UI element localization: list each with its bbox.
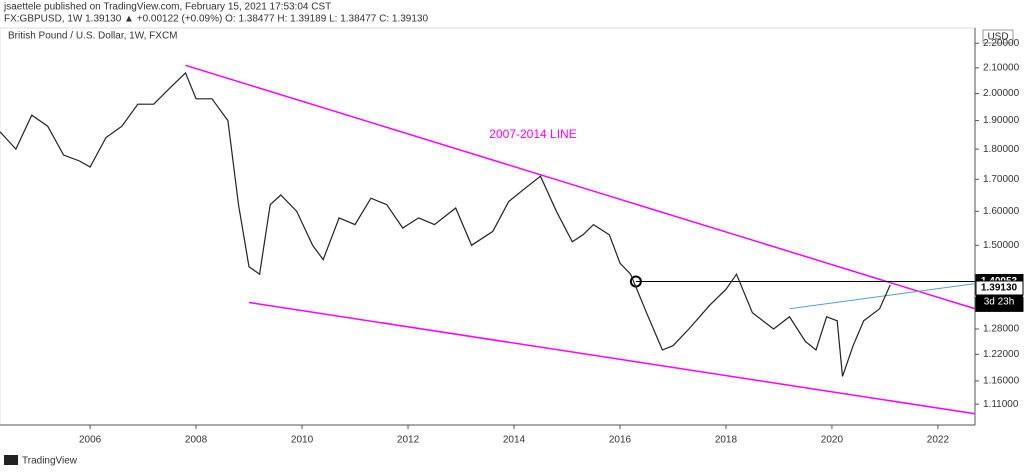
price-label: 1.39130	[981, 283, 1018, 294]
trendline	[185, 64, 976, 310]
y-tick-label: 1.60000	[983, 206, 1020, 217]
annotation: 2007-2014 LINE	[489, 127, 576, 141]
x-tick-label: 2020	[821, 435, 844, 446]
brand: TradingView	[22, 456, 78, 467]
price-line	[0, 71, 891, 377]
publisher: jsaettele published on TradingView.com, …	[3, 2, 331, 13]
x-tick-label: 2010	[291, 435, 314, 446]
x-tick-label: 2006	[79, 435, 102, 446]
y-tick-label: 2.10000	[983, 62, 1020, 73]
y-tick-label: 2.00000	[983, 88, 1020, 99]
countdown: 3d 23h	[984, 297, 1015, 308]
countdown-box	[976, 294, 1023, 308]
y-tick-label: 1.11000	[983, 399, 1019, 410]
y-tick-label: 2.20000	[983, 38, 1020, 49]
y-tick-label: 1.50000	[983, 240, 1020, 251]
x-tick-label: 2012	[397, 435, 420, 446]
chart-title: British Pound / U.S. Dollar, 1W, FXCM	[8, 31, 178, 42]
unit-label: USD	[987, 32, 1008, 43]
x-tick-label: 2018	[715, 435, 738, 446]
x-tick-label: 2008	[185, 435, 208, 446]
y-tick-label: 1.28000	[983, 324, 1020, 335]
unit-box	[982, 29, 1014, 44]
trendline	[248, 301, 976, 415]
y-tick-label: 1.70000	[983, 174, 1020, 185]
x-tick-label: 2016	[609, 435, 632, 446]
trendline	[789, 283, 976, 310]
logo	[4, 455, 18, 465]
y-tick-label: 1.22000	[983, 349, 1020, 360]
x-tick-label: 2022	[927, 435, 950, 446]
y-tick-label: 1.80000	[983, 144, 1020, 155]
plot-frame	[0, 27, 976, 426]
y-tick-label: 1.90000	[983, 115, 1020, 126]
quote: FX:GBPUSD, 1W 1.39130 ▲ +0.00122 (+0.09%…	[4, 14, 428, 25]
y-tick-label: 1.16000	[983, 376, 1020, 387]
x-tick-label: 2014	[503, 435, 526, 446]
